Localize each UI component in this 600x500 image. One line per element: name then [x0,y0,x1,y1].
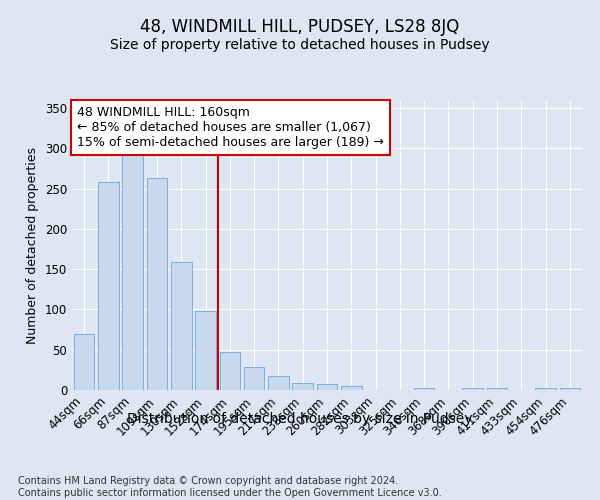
Bar [220,352,240,390]
Bar [487,388,508,390]
Y-axis label: Number of detached properties: Number of detached properties [26,146,40,344]
Bar [317,384,337,390]
Bar [560,388,580,390]
Bar [292,383,313,390]
Bar [535,388,556,390]
Text: 48, WINDMILL HILL, PUDSEY, LS28 8JQ: 48, WINDMILL HILL, PUDSEY, LS28 8JQ [140,18,460,36]
Bar [244,368,265,390]
Text: Distribution of detached houses by size in Pudsey: Distribution of detached houses by size … [127,412,473,426]
Bar [463,388,483,390]
Bar [146,178,167,390]
Bar [74,334,94,390]
Text: Contains HM Land Registry data © Crown copyright and database right 2024.
Contai: Contains HM Land Registry data © Crown c… [18,476,442,498]
Text: Size of property relative to detached houses in Pudsey: Size of property relative to detached ho… [110,38,490,52]
Bar [341,386,362,390]
Bar [268,376,289,390]
Text: 48 WINDMILL HILL: 160sqm
← 85% of detached houses are smaller (1,067)
15% of sem: 48 WINDMILL HILL: 160sqm ← 85% of detach… [77,106,384,149]
Bar [98,182,119,390]
Bar [122,155,143,390]
Bar [171,262,191,390]
Bar [195,311,216,390]
Bar [414,388,434,390]
